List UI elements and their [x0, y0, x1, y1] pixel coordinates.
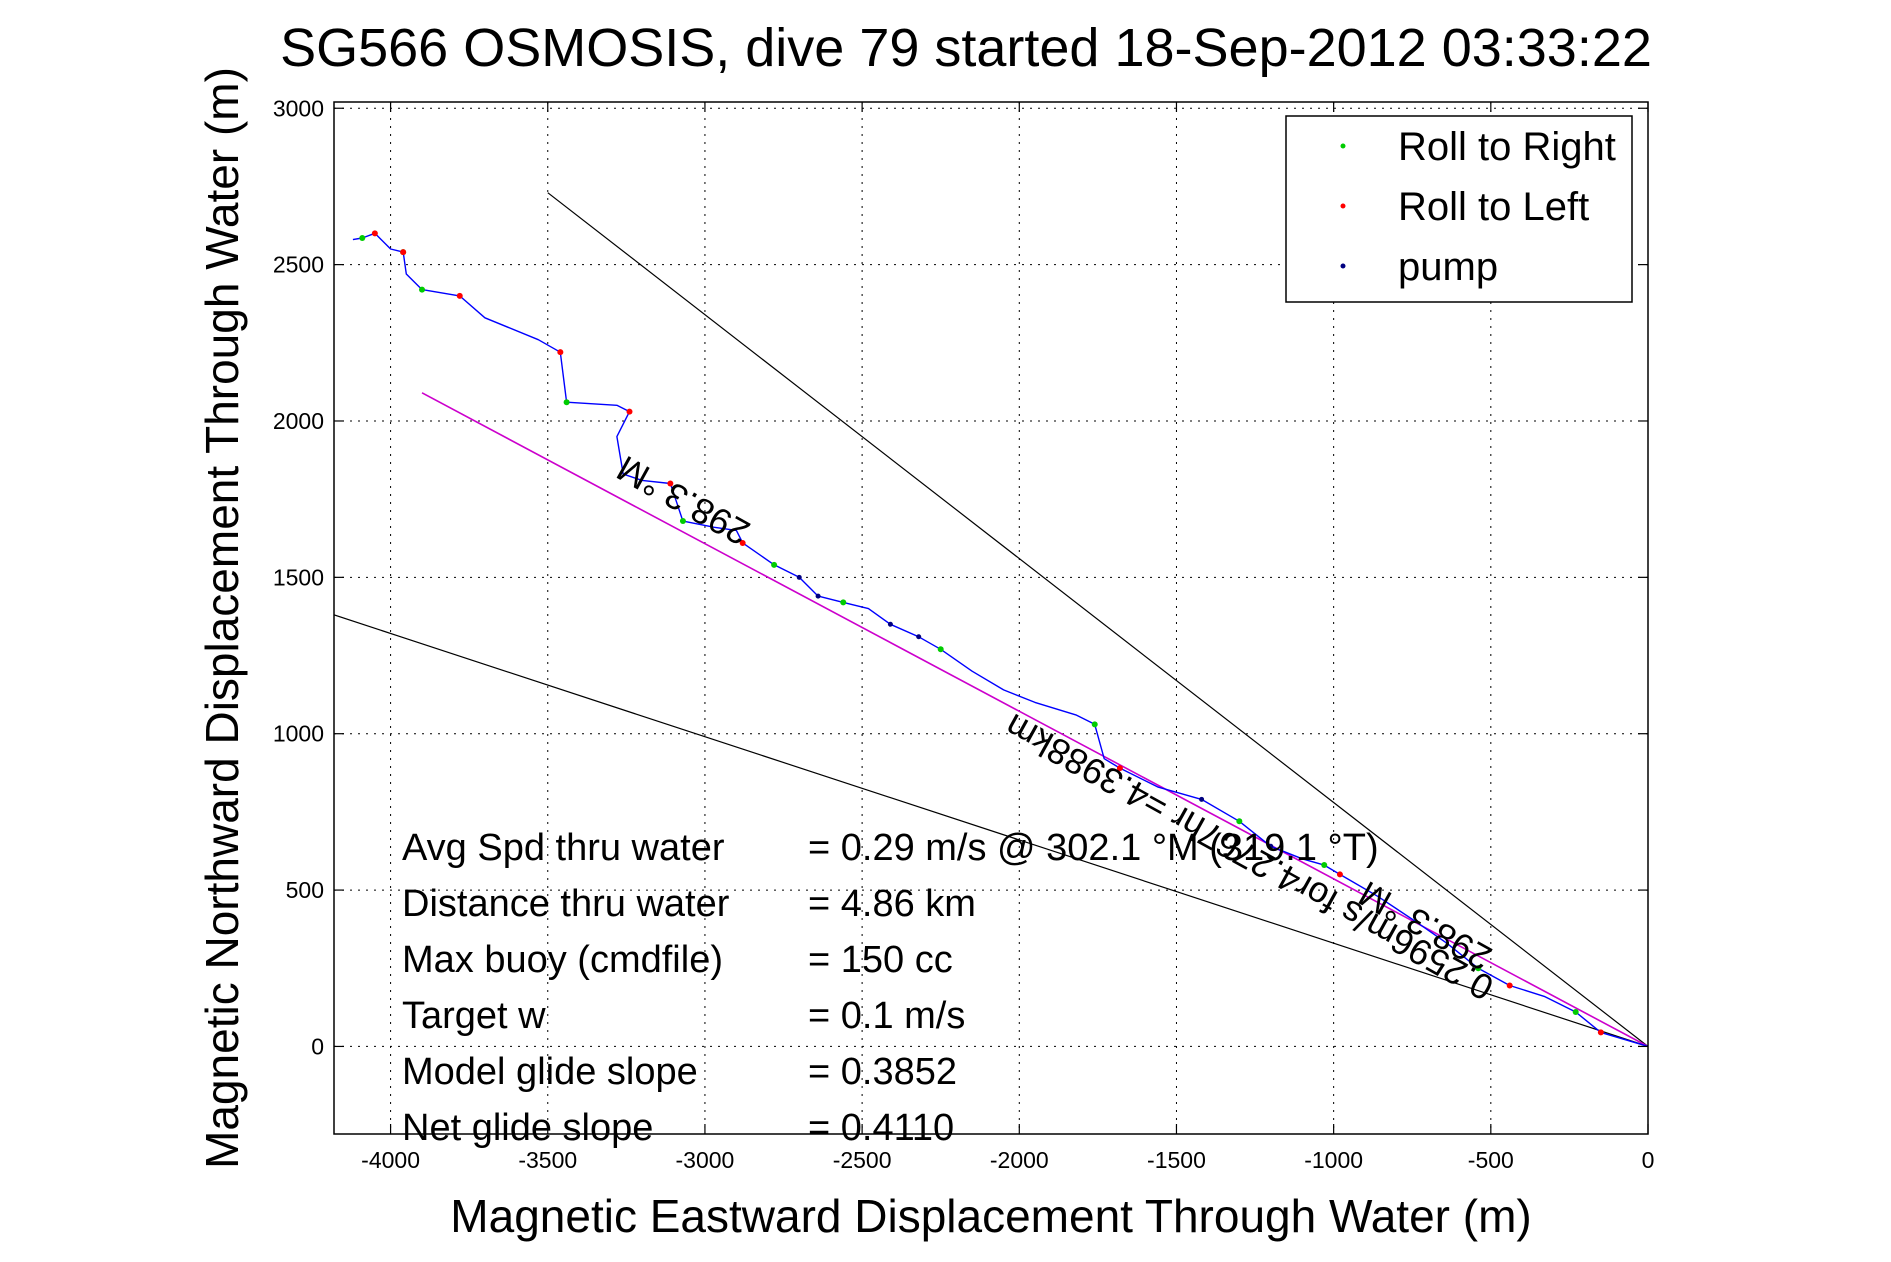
legend-marker [1340, 203, 1346, 209]
legend: Roll to Right Roll to Left pump [1285, 115, 1633, 303]
x-tick-label: -2000 [990, 1147, 1049, 1173]
ticks: -4000 -3500 -3000 -2500 -2000 -1500 -1000 -500 0… [273, 95, 1655, 1173]
grid [334, 102, 1649, 1134]
roll-left-point [1336, 871, 1343, 878]
legend-label: Roll to Left [1398, 185, 1589, 229]
chart-title: SG566 OSMOSIS, dive 79 started 18-Sep-20… [280, 18, 1652, 78]
roll-right-point [771, 561, 778, 568]
roll-right-point [359, 235, 366, 242]
pump-point [1199, 796, 1205, 802]
stat-value: = 0.1 m/s [808, 995, 965, 1037]
pump-point [1268, 843, 1274, 849]
roll-left-point [400, 249, 407, 256]
roll-right-point [1091, 721, 1098, 728]
reference-line [547, 192, 1648, 1047]
roll-right-point [937, 646, 944, 653]
y-tick-label: 1500 [273, 564, 324, 590]
pump-point [916, 634, 922, 640]
stat-label: Net glide slope [402, 1107, 653, 1149]
track-line [352, 232, 1648, 1048]
y-axis-label: Magnetic Northward Displacement Through … [196, 67, 248, 1169]
x-tick-label: -4000 [361, 1147, 420, 1173]
y-tick-label: 500 [286, 877, 324, 903]
stat-label: Max buoy (cmdfile) [402, 939, 723, 981]
glide-slope-line [421, 392, 1648, 1048]
legend-items: Roll to Right Roll to Left pump [1340, 125, 1616, 289]
reference-line [334, 614, 1648, 1048]
pump-point [887, 621, 893, 627]
stats-block: Avg Spd thru water = 0.29 m/s @ 302.1 °M … [402, 827, 1379, 1149]
x-tick-label: -1500 [1147, 1147, 1206, 1173]
track [352, 232, 1648, 1048]
roll-right-point [419, 286, 426, 293]
x-tick-label: -1000 [1304, 1147, 1363, 1173]
x-tick-label: -2500 [833, 1147, 892, 1173]
roll-left-point [1116, 765, 1123, 772]
stat-value: = 4.86 km [808, 883, 976, 925]
legend-label: pump [1398, 245, 1498, 289]
roll-left-point [371, 230, 378, 237]
legend-marker [1340, 263, 1346, 269]
roll-left-point [739, 539, 746, 546]
roll-left-point [557, 349, 564, 356]
x-tick-label: 0 [1642, 1147, 1655, 1173]
y-tick-label: 2000 [273, 408, 324, 434]
y-tick-label: 3000 [273, 95, 324, 121]
reference-lines [334, 192, 1648, 1048]
x-axis-label: Magnetic Eastward Displacement Through W… [450, 1190, 1531, 1242]
roll-left-point [1506, 982, 1513, 989]
y-tick-label: 0 [311, 1033, 324, 1059]
stat-value: = 0.29 m/s @ 302.1 °M (319.1 °T) [808, 827, 1379, 869]
stat-value: = 0.4110 [808, 1107, 954, 1149]
roll-left-point [626, 408, 633, 415]
x-tick-label: -3000 [676, 1147, 735, 1173]
roll-right-point [563, 399, 570, 406]
stat-label: Avg Spd thru water [402, 827, 725, 869]
stat-label: Target w [402, 995, 546, 1037]
x-tick-label: -3500 [518, 1147, 577, 1173]
plot-frame [333, 101, 1649, 1135]
y-tick-label: 2500 [273, 252, 324, 278]
legend-label: Roll to Right [1398, 125, 1616, 169]
pump-point [796, 574, 802, 580]
roll-right-point [1572, 1009, 1579, 1016]
roll-right-point [840, 599, 847, 606]
roll-left-point [667, 480, 674, 487]
roll-right-point [1321, 862, 1328, 869]
roll-left-point [1597, 1029, 1604, 1036]
roll-right-point [1236, 818, 1243, 825]
roll-left-point [456, 292, 463, 299]
legend-marker [1340, 143, 1346, 149]
x-tick-label: -500 [1468, 1147, 1514, 1173]
stat-label: Distance thru water [402, 883, 730, 925]
pump-point [815, 593, 821, 599]
markers [359, 230, 1604, 1036]
stat-label: Model glide slope [402, 1051, 698, 1093]
glide-line [421, 392, 1648, 1048]
stat-value: = 150 cc [808, 939, 953, 981]
stat-value: = 0.3852 [808, 1051, 957, 1093]
y-tick-label: 1000 [273, 721, 324, 747]
roll-right-point [679, 518, 686, 525]
roll-right-point [1475, 965, 1482, 972]
